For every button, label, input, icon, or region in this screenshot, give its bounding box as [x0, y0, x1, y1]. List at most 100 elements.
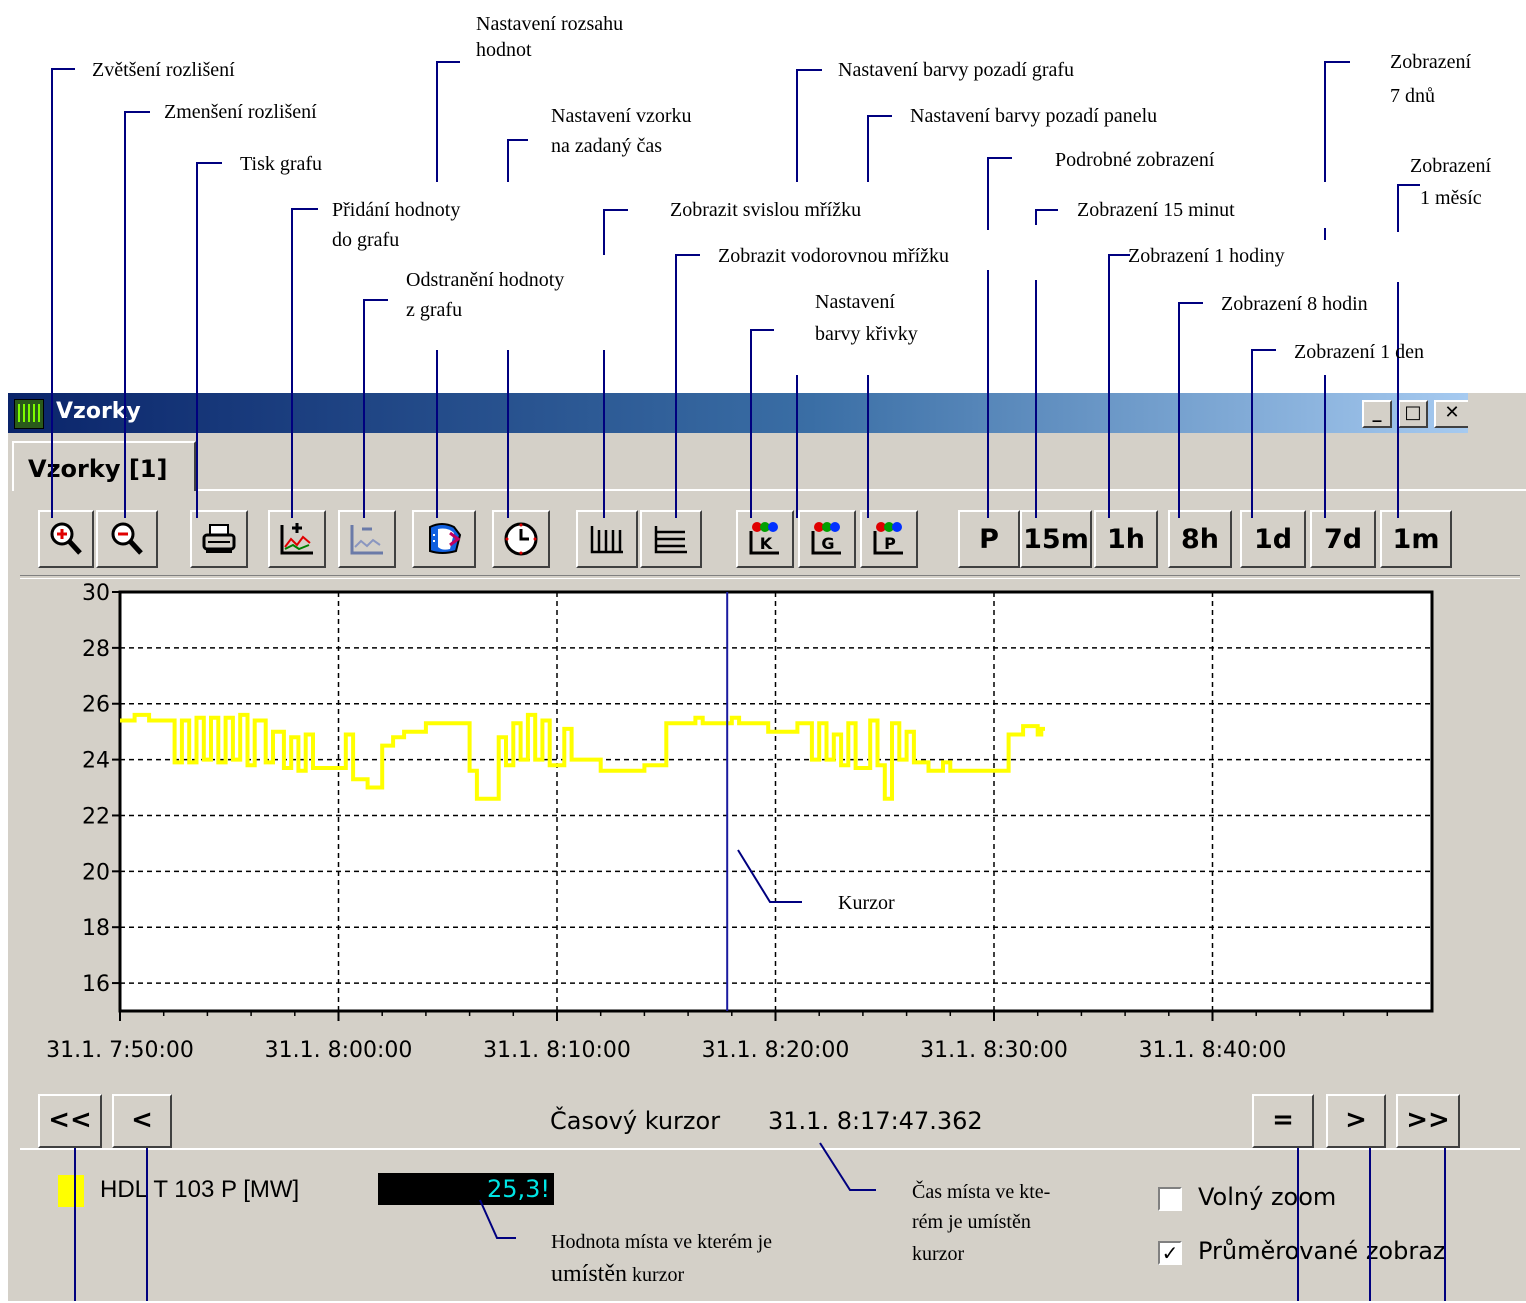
annotation-zoom-out: Zmenšení rozlišení — [164, 101, 317, 123]
annotation-curve-line1: Nastavení — [815, 291, 895, 313]
free-zoom-label: Volný zoom — [1198, 1183, 1337, 1211]
title-bar[interactable]: Vzorky _ □ ✕ — [8, 393, 1468, 433]
view-1d-button[interactable]: 1d — [1240, 510, 1306, 568]
curve-color-icon: K — [749, 522, 779, 555]
panel-bg-letter: P — [884, 534, 896, 553]
last-button[interactable]: >> — [1396, 1094, 1460, 1148]
zoom-out-icon — [111, 522, 143, 555]
graph-bg-letter: G — [821, 534, 834, 553]
previous-button[interactable]: < — [112, 1094, 172, 1148]
annotation-add-line1: Přidání hodnoty — [332, 199, 461, 221]
x-tick-label: 31.1. 8:30:00 — [920, 1038, 1068, 1063]
annotation-time-line3: kurzor — [912, 1243, 965, 1265]
x-tick-label: 31.1. 8:20:00 — [702, 1038, 850, 1063]
graph-bg-color-button[interactable]: G — [798, 510, 856, 568]
y-tick-label: 26 — [82, 693, 110, 718]
x-tick-label: 31.1. 8:00:00 — [265, 1038, 413, 1063]
annotation-value-line2: umístěn kurzor — [551, 1262, 684, 1287]
annotation-zoom-in: Zvětšení rozlišení — [92, 59, 235, 81]
annotation-vertical-grid: Zobrazit svislou mřížku — [670, 199, 862, 221]
time-cursor-label: Časový kurzor — [550, 1107, 721, 1135]
zoom-in-icon — [50, 522, 82, 555]
first-button[interactable]: << — [38, 1094, 102, 1148]
range-icon — [429, 523, 462, 554]
annotation-range-line1: Nastavení rozsahu — [476, 13, 624, 35]
annotation-7d-line2: 7 dnů — [1390, 85, 1435, 107]
sample-time-button[interactable] — [492, 510, 550, 568]
annotation-15m: Zobrazení 15 minut — [1077, 199, 1235, 221]
y-tick-label: 22 — [82, 804, 110, 829]
next-button[interactable]: > — [1326, 1094, 1386, 1148]
annotation-sample-line2: na zadaný čas — [551, 135, 663, 157]
annotation-value-word: umístěn — [551, 1261, 627, 1287]
vertical-grid-icon — [590, 526, 623, 554]
annotation-panel-bg: Nastavení barvy pozadí panelu — [910, 105, 1158, 127]
annotation-8h: Zobrazení 8 hodin — [1221, 293, 1368, 315]
y-tick-label: 28 — [82, 637, 110, 662]
annotation-value-line1: Hodnota místa ve kterém je — [551, 1231, 773, 1253]
annotation-add-line2: do grafu — [332, 229, 400, 251]
cursor-value-display: 25,3! — [378, 1173, 554, 1205]
tab-strip-edge — [196, 489, 1526, 491]
series-color-swatch[interactable] — [58, 1175, 84, 1207]
panel-bg-color-icon: P — [873, 522, 903, 555]
zoom-in-button[interactable] — [38, 510, 94, 568]
annotation-time-line1: Čas místa ve kte- — [912, 1181, 1051, 1203]
view-7d-button[interactable]: 7d — [1310, 510, 1376, 568]
clock-icon — [504, 522, 538, 556]
panel-bg-color-button[interactable]: P — [860, 510, 918, 568]
y-tick-label: 20 — [82, 860, 110, 885]
equal-button[interactable]: = — [1252, 1094, 1314, 1148]
print-button[interactable] — [190, 510, 248, 568]
annotation-1h: Zobrazení 1 hodiny — [1128, 245, 1285, 267]
window-title: Vzorky — [56, 399, 141, 424]
view-1m-button[interactable]: 1m — [1380, 510, 1452, 568]
annotation-remove-line1: Odstranění hodnoty — [406, 269, 565, 291]
annotation-value-rest: kurzor — [627, 1264, 685, 1286]
horizontal-grid-icon — [654, 526, 687, 554]
time-cursor-value: 31.1. 8:17:47.362 — [768, 1107, 983, 1135]
detail-view-button[interactable]: P — [958, 510, 1020, 568]
add-value-icon — [280, 523, 313, 555]
zoom-out-button[interactable] — [96, 510, 158, 568]
maximize-button[interactable]: □ — [1398, 400, 1428, 428]
annotation-sample-line1: Nastavení vzorku — [551, 105, 692, 127]
remove-value-button[interactable] — [338, 510, 396, 568]
annotation-print: Tisk grafu — [240, 153, 323, 175]
annotation-7d-line1: Zobrazení — [1390, 51, 1472, 73]
horizontal-grid-button[interactable] — [640, 510, 702, 568]
printer-icon — [202, 524, 236, 553]
annotation-remove-line2: z grafu — [406, 299, 463, 321]
value-range-button[interactable] — [412, 510, 476, 568]
annotation-graph-bg: Nastavení barvy pozadí grafu — [838, 59, 1075, 81]
series-line — [120, 712, 1045, 801]
annotation-detail: Podrobné zobrazení — [1055, 149, 1215, 171]
view-8h-button[interactable]: 8h — [1168, 510, 1232, 568]
view-1h-button[interactable]: 1h — [1094, 510, 1158, 568]
free-zoom-checkbox[interactable] — [1158, 1187, 1182, 1211]
graph-bg-color-icon: G — [811, 522, 841, 555]
minimize-button[interactable]: _ — [1362, 400, 1392, 428]
y-tick-label: 24 — [82, 749, 110, 774]
x-tick-label: 31.1. 8:10:00 — [483, 1038, 631, 1063]
legend-panel — [20, 1148, 1520, 1303]
annotation-1m-line1: Zobrazení — [1410, 155, 1492, 177]
averaged-view-label: Průměrované zobraz — [1198, 1237, 1446, 1265]
averaged-view-checkbox[interactable]: ✓ — [1158, 1241, 1182, 1265]
curve-color-button[interactable]: K — [736, 510, 794, 568]
tab-samples[interactable]: Vzorky [1] — [12, 441, 196, 491]
remove-value-icon — [350, 525, 383, 555]
annotation-time-line2: rém je umístěn — [912, 1211, 1031, 1233]
curve-color-letter: K — [760, 534, 773, 553]
annotation-cursor: Kurzor — [838, 892, 895, 914]
app-chart-icon — [14, 399, 44, 429]
add-value-button[interactable] — [268, 510, 326, 568]
close-button[interactable]: ✕ — [1434, 400, 1468, 428]
samples-chart[interactable]: 30 28 26 24 22 20 18 16 31.1. 7:50:00 31.1. 8:00:… — [8, 578, 1478, 1078]
samples-window: Vzorky _ □ ✕ Vzorky [1] — [8, 393, 1526, 1301]
series-name: HDL T 103 P [MW] — [100, 1176, 300, 1203]
toolbar-separator — [20, 575, 1520, 579]
annotation-range-line2: hodnot — [476, 39, 532, 61]
vertical-grid-button[interactable] — [576, 510, 638, 568]
view-15m-button[interactable]: 15m — [1020, 510, 1092, 568]
